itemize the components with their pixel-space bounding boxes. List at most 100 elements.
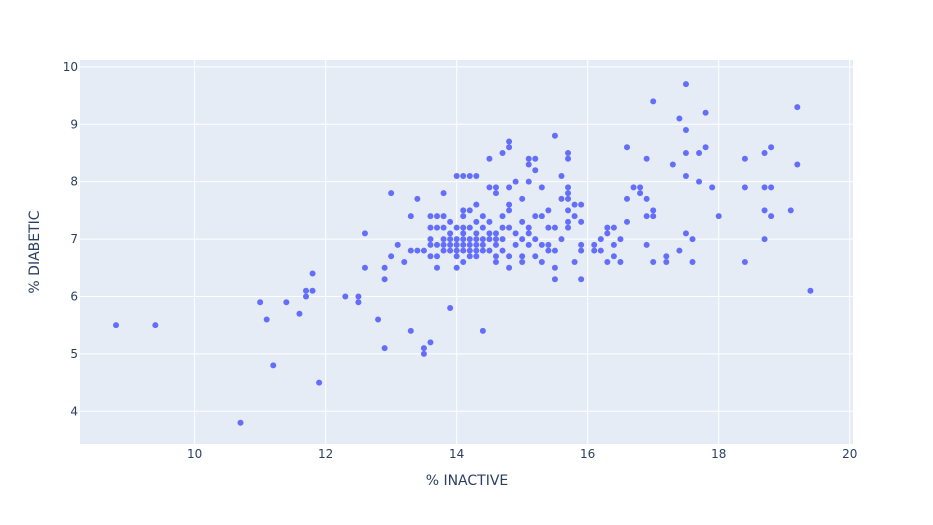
data-point[interactable] (506, 201, 513, 208)
data-point[interactable] (388, 253, 395, 260)
data-point[interactable] (512, 178, 519, 185)
data-point[interactable] (512, 241, 519, 248)
data-point[interactable] (643, 155, 650, 162)
data-point[interactable] (506, 253, 513, 260)
data-point[interactable] (768, 213, 775, 220)
data-point[interactable] (709, 184, 716, 191)
data-point[interactable] (420, 345, 427, 352)
data-point[interactable] (479, 236, 486, 243)
data-point[interactable] (466, 236, 473, 243)
data-point[interactable] (696, 149, 703, 156)
data-point[interactable] (447, 304, 454, 311)
data-point[interactable] (741, 184, 748, 191)
data-point[interactable] (545, 241, 552, 248)
data-point[interactable] (650, 207, 657, 214)
data-point[interactable] (440, 190, 447, 197)
data-point[interactable] (506, 144, 513, 151)
data-point[interactable] (663, 259, 670, 266)
data-point[interactable] (715, 213, 722, 220)
data-point[interactable] (578, 276, 585, 283)
data-point[interactable] (571, 201, 578, 208)
data-point[interactable] (663, 253, 670, 260)
data-point[interactable] (545, 224, 552, 231)
data-point[interactable] (794, 161, 801, 168)
data-point[interactable] (578, 241, 585, 248)
data-point[interactable] (525, 224, 532, 231)
data-point[interactable] (473, 247, 480, 254)
data-point[interactable] (578, 201, 585, 208)
data-point[interactable] (460, 241, 467, 248)
data-point[interactable] (440, 224, 447, 231)
data-point[interactable] (623, 195, 630, 202)
data-point[interactable] (623, 144, 630, 151)
data-point[interactable] (768, 184, 775, 191)
data-point[interactable] (447, 247, 454, 254)
data-point[interactable] (643, 195, 650, 202)
data-point[interactable] (682, 127, 689, 134)
data-point[interactable] (578, 247, 585, 254)
data-point[interactable] (565, 190, 572, 197)
data-point[interactable] (460, 259, 467, 266)
data-point[interactable] (682, 149, 689, 156)
data-point[interactable] (525, 241, 532, 248)
data-point[interactable] (460, 213, 467, 220)
data-point[interactable] (538, 184, 545, 191)
data-point[interactable] (565, 218, 572, 225)
data-point[interactable] (532, 213, 539, 220)
data-point[interactable] (263, 316, 270, 323)
data-point[interactable] (682, 230, 689, 237)
data-point[interactable] (466, 224, 473, 231)
data-point[interactable] (604, 259, 611, 266)
data-point[interactable] (506, 224, 513, 231)
data-point[interactable] (538, 259, 545, 266)
data-point[interactable] (479, 224, 486, 231)
data-point[interactable] (342, 293, 349, 300)
data-point[interactable] (440, 241, 447, 248)
data-point[interactable] (361, 264, 368, 271)
data-point[interactable] (309, 270, 316, 277)
data-point[interactable] (420, 247, 427, 254)
data-point[interactable] (466, 253, 473, 260)
data-point[interactable] (473, 218, 480, 225)
data-point[interactable] (414, 247, 421, 254)
data-point[interactable] (499, 149, 506, 156)
data-point[interactable] (702, 144, 709, 151)
data-point[interactable] (434, 224, 441, 231)
data-point[interactable] (650, 259, 657, 266)
data-point[interactable] (420, 350, 427, 357)
data-point[interactable] (434, 213, 441, 220)
data-point[interactable] (479, 241, 486, 248)
data-point[interactable] (637, 190, 644, 197)
data-point[interactable] (492, 253, 499, 260)
data-point[interactable] (532, 155, 539, 162)
data-point[interactable] (460, 247, 467, 254)
data-point[interactable] (492, 190, 499, 197)
data-point[interactable] (460, 224, 467, 231)
data-point[interactable] (506, 264, 513, 271)
data-point[interactable] (538, 241, 545, 248)
data-point[interactable] (565, 195, 572, 202)
data-point[interactable] (434, 253, 441, 260)
data-point[interactable] (689, 236, 696, 243)
data-point[interactable] (519, 259, 526, 266)
data-point[interactable] (427, 224, 434, 231)
data-point[interactable] (270, 362, 277, 369)
data-point[interactable] (283, 299, 290, 306)
data-point[interactable] (453, 241, 460, 248)
data-point[interactable] (381, 264, 388, 271)
data-point[interactable] (499, 247, 506, 254)
data-point[interactable] (558, 236, 565, 243)
data-point[interactable] (453, 172, 460, 179)
data-point[interactable] (427, 241, 434, 248)
data-point[interactable] (525, 230, 532, 237)
data-point[interactable] (381, 276, 388, 283)
data-point[interactable] (610, 224, 617, 231)
data-point[interactable] (591, 247, 598, 254)
data-point[interactable] (807, 287, 814, 294)
data-point[interactable] (637, 184, 644, 191)
data-point[interactable] (447, 230, 454, 237)
data-point[interactable] (551, 247, 558, 254)
data-point[interactable] (427, 213, 434, 220)
data-point[interactable] (604, 224, 611, 231)
data-point[interactable] (492, 241, 499, 248)
